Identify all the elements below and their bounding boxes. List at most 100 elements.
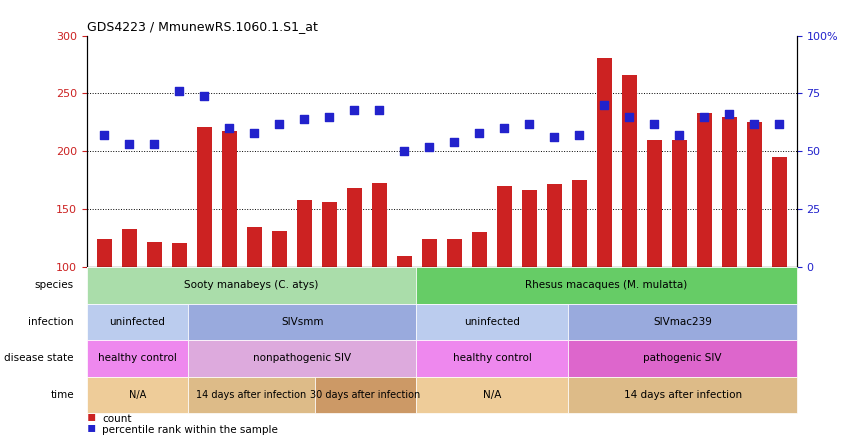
Bar (721, 117, 737, 383)
Text: healthy control: healthy control (453, 353, 532, 363)
Bar (746, 123, 762, 383)
Text: 30 days after infection: 30 days after infection (310, 390, 421, 400)
Bar (642, 267, 667, 349)
Point (297, 115, 311, 123)
Bar (321, 202, 337, 383)
Text: pathogenic SIV: pathogenic SIV (643, 353, 722, 363)
Text: infection: infection (29, 317, 74, 327)
Bar (272, 231, 287, 383)
Bar (467, 267, 492, 349)
Bar (672, 140, 687, 383)
Bar (171, 243, 186, 383)
FancyBboxPatch shape (417, 267, 797, 304)
Bar (546, 184, 562, 383)
Bar (617, 267, 642, 349)
FancyBboxPatch shape (188, 377, 315, 413)
Point (322, 113, 336, 120)
FancyBboxPatch shape (87, 304, 188, 340)
Point (572, 131, 586, 139)
Point (647, 120, 661, 127)
Point (747, 120, 761, 127)
Point (397, 148, 411, 155)
FancyBboxPatch shape (87, 267, 417, 304)
Bar (121, 229, 137, 383)
Bar (247, 227, 262, 383)
Text: GDS4223 / MmunewRS.1060.1.S1_at: GDS4223 / MmunewRS.1060.1.S1_at (87, 20, 318, 33)
Bar (146, 242, 162, 383)
Bar (667, 267, 692, 349)
Bar (166, 267, 191, 349)
Bar (622, 75, 637, 383)
Text: time: time (50, 390, 74, 400)
Point (97, 131, 111, 139)
Bar (222, 131, 236, 383)
Point (497, 125, 511, 132)
Point (197, 92, 211, 99)
Point (598, 102, 611, 109)
Point (722, 111, 736, 118)
Point (372, 106, 386, 113)
Bar (342, 267, 366, 349)
Bar (372, 182, 386, 383)
Point (447, 139, 461, 146)
Text: ▪: ▪ (87, 408, 96, 423)
FancyBboxPatch shape (568, 340, 797, 377)
Point (472, 129, 486, 136)
Bar (541, 267, 566, 349)
Text: count: count (102, 414, 132, 424)
Bar (647, 140, 662, 383)
FancyBboxPatch shape (188, 340, 417, 377)
Bar (692, 267, 717, 349)
Bar (572, 180, 586, 383)
Bar (717, 267, 741, 349)
Bar (191, 267, 216, 349)
Point (247, 129, 261, 136)
FancyBboxPatch shape (87, 377, 188, 413)
Point (122, 141, 136, 148)
Bar (397, 256, 411, 383)
Point (272, 120, 286, 127)
Bar (566, 267, 591, 349)
Text: disease state: disease state (4, 353, 74, 363)
Text: Rhesus macaques (M. mulatta): Rhesus macaques (M. mulatta) (526, 281, 688, 290)
Bar (472, 233, 487, 383)
Bar (772, 157, 786, 383)
Point (522, 120, 536, 127)
Bar (521, 190, 537, 383)
Bar (417, 267, 442, 349)
Bar (497, 186, 512, 383)
Bar (117, 267, 142, 349)
Bar (297, 200, 312, 383)
Text: species: species (35, 281, 74, 290)
FancyBboxPatch shape (417, 304, 568, 340)
Bar (422, 239, 436, 383)
Bar (591, 267, 617, 349)
Text: percentile rank within the sample: percentile rank within the sample (102, 425, 278, 435)
FancyBboxPatch shape (188, 304, 417, 340)
Point (147, 141, 161, 148)
FancyBboxPatch shape (568, 377, 797, 413)
Text: Sooty manabeys (C. atys): Sooty manabeys (C. atys) (184, 281, 319, 290)
Point (347, 106, 361, 113)
Bar (216, 267, 242, 349)
Bar (366, 267, 391, 349)
Bar (517, 267, 541, 349)
Text: SIVmac239: SIVmac239 (653, 317, 712, 327)
Bar (142, 267, 166, 349)
Point (223, 125, 236, 132)
Text: 14 days after infection: 14 days after infection (624, 390, 741, 400)
Bar (697, 113, 712, 383)
Point (697, 113, 711, 120)
Bar (597, 58, 611, 383)
Text: N/A: N/A (483, 390, 501, 400)
Point (623, 113, 637, 120)
Bar (292, 267, 317, 349)
Bar (346, 188, 362, 383)
Bar (97, 239, 112, 383)
Text: nonpathogenic SIV: nonpathogenic SIV (253, 353, 352, 363)
Bar (766, 267, 792, 349)
Text: uninfected: uninfected (109, 317, 165, 327)
Point (423, 143, 436, 151)
FancyBboxPatch shape (315, 377, 417, 413)
Bar (197, 127, 211, 383)
